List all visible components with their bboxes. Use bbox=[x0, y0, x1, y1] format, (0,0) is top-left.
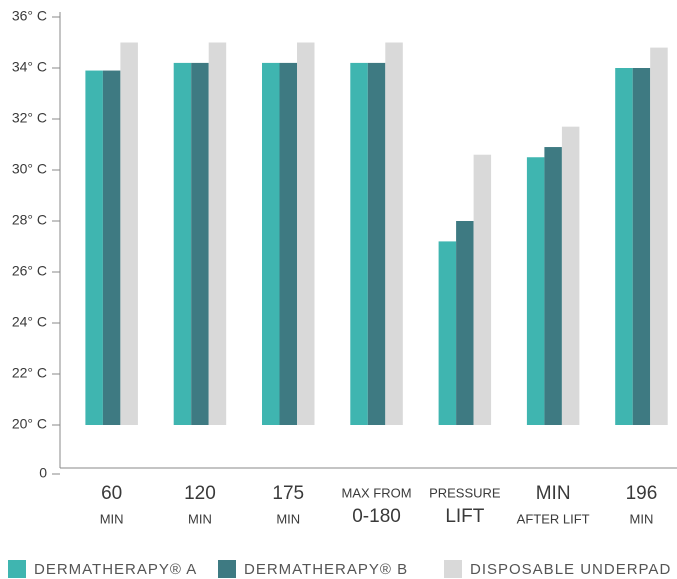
legend-label: DERMATHERAPY® B bbox=[244, 561, 408, 578]
bar bbox=[456, 221, 474, 425]
legend-swatch bbox=[8, 560, 26, 578]
bar bbox=[615, 68, 633, 425]
x-tick-label: 60 bbox=[101, 483, 122, 504]
bar bbox=[350, 62, 368, 426]
bar bbox=[102, 70, 121, 426]
bar bbox=[279, 62, 297, 426]
bar bbox=[173, 62, 192, 426]
bar bbox=[191, 62, 209, 426]
x-tick-label: MIN bbox=[188, 511, 212, 526]
bar bbox=[367, 62, 386, 426]
legend-label: DISPOSABLE UNDERPAD bbox=[470, 561, 671, 578]
y-tick-label: 28° C bbox=[12, 212, 47, 228]
y-tick-label: 36° C bbox=[12, 8, 47, 24]
bar bbox=[385, 42, 403, 425]
x-tick-label: PRESSURE bbox=[429, 485, 501, 500]
x-tick-label: MIN bbox=[536, 483, 571, 504]
bar bbox=[650, 47, 668, 425]
y-tick-label: 26° C bbox=[12, 263, 47, 279]
x-tick-label: MIN bbox=[630, 511, 654, 526]
y-tick-label: 34° C bbox=[12, 59, 47, 75]
legend-swatch bbox=[218, 560, 236, 578]
bar bbox=[438, 241, 457, 425]
bar bbox=[120, 42, 138, 425]
y-tick-label: 0 bbox=[39, 465, 47, 481]
bar bbox=[561, 126, 580, 426]
x-tick-label: MIN bbox=[276, 511, 300, 526]
x-tick-label: 175 bbox=[272, 483, 304, 504]
x-tick-label: AFTER LIFT bbox=[517, 511, 590, 526]
bar bbox=[208, 42, 227, 425]
x-tick-label: 196 bbox=[626, 483, 658, 504]
bar bbox=[473, 154, 492, 425]
bar bbox=[262, 62, 280, 426]
bar bbox=[526, 157, 545, 425]
bar bbox=[632, 68, 651, 425]
x-tick-label: 0-180 bbox=[352, 506, 401, 527]
bar bbox=[297, 42, 315, 425]
y-tick-label: 24° C bbox=[12, 314, 47, 330]
y-tick-label: 30° C bbox=[12, 161, 47, 177]
y-tick-label: 32° C bbox=[12, 110, 47, 126]
x-tick-label: LIFT bbox=[445, 506, 484, 527]
bar bbox=[544, 147, 562, 426]
legend-label: DERMATHERAPY® A bbox=[34, 561, 197, 578]
x-tick-label: MIN bbox=[100, 511, 124, 526]
x-tick-label: 120 bbox=[184, 483, 216, 504]
y-tick-label: 20° C bbox=[12, 416, 47, 432]
y-tick-label: 22° C bbox=[12, 365, 47, 381]
legend-swatch bbox=[444, 560, 462, 578]
x-tick-label: MAX FROM bbox=[342, 485, 412, 500]
bar bbox=[85, 70, 103, 426]
